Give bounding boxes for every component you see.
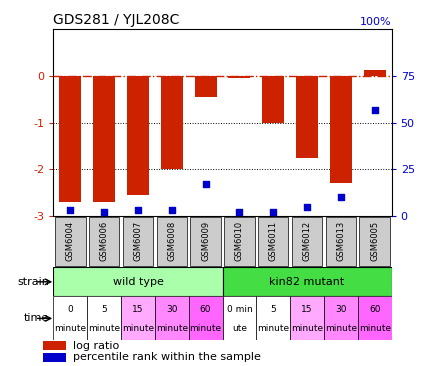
Bar (43, 341, 66, 351)
Text: minute: minute (291, 324, 323, 333)
Text: minute: minute (156, 324, 188, 333)
Text: GSM6013: GSM6013 (336, 220, 345, 261)
FancyBboxPatch shape (157, 217, 187, 266)
FancyBboxPatch shape (89, 217, 119, 266)
Text: GSM6005: GSM6005 (370, 220, 379, 261)
FancyBboxPatch shape (290, 296, 324, 340)
Bar (59, 76, 81, 202)
Point (270, 209, 277, 215)
Text: GSM6008: GSM6008 (167, 220, 176, 261)
Point (67, 208, 74, 213)
Text: percentile rank within the sample: percentile rank within the sample (73, 352, 261, 362)
Bar (161, 76, 183, 169)
Text: GSM6009: GSM6009 (201, 220, 210, 261)
Text: GSM6012: GSM6012 (303, 220, 312, 261)
FancyBboxPatch shape (222, 296, 256, 340)
FancyBboxPatch shape (189, 296, 222, 340)
Text: minute: minute (54, 324, 86, 333)
Text: GSM6006: GSM6006 (100, 220, 109, 261)
Text: minute: minute (122, 324, 154, 333)
Text: minute: minute (359, 324, 391, 333)
FancyBboxPatch shape (155, 296, 189, 340)
Bar (296, 76, 318, 158)
Point (134, 208, 142, 213)
FancyBboxPatch shape (224, 217, 255, 266)
Point (168, 208, 175, 213)
FancyBboxPatch shape (53, 296, 87, 340)
FancyBboxPatch shape (324, 296, 358, 340)
FancyBboxPatch shape (53, 267, 222, 296)
Text: 100%: 100% (360, 18, 392, 27)
Text: ute: ute (232, 324, 247, 333)
Bar (194, 76, 217, 97)
FancyBboxPatch shape (55, 217, 85, 266)
FancyBboxPatch shape (87, 296, 121, 340)
Text: 30: 30 (335, 305, 347, 314)
Text: GDS281 / YJL208C: GDS281 / YJL208C (53, 13, 180, 27)
Text: 15: 15 (301, 305, 313, 314)
Point (101, 209, 108, 215)
FancyBboxPatch shape (358, 296, 392, 340)
Text: minute: minute (325, 324, 357, 333)
Text: minute: minute (257, 324, 289, 333)
Text: 5: 5 (271, 305, 276, 314)
Text: GSM6004: GSM6004 (66, 220, 75, 261)
Text: 60: 60 (200, 305, 211, 314)
Text: kin82 mutant: kin82 mutant (269, 277, 345, 287)
Text: 0: 0 (68, 305, 73, 314)
Point (371, 107, 378, 112)
Text: minute: minute (190, 324, 222, 333)
Bar (127, 76, 149, 195)
Text: log ratio: log ratio (73, 341, 120, 351)
Text: 5: 5 (101, 305, 107, 314)
Bar (228, 76, 251, 78)
Bar (93, 76, 115, 202)
Text: time: time (24, 313, 49, 324)
Bar (330, 76, 352, 183)
Text: 30: 30 (166, 305, 178, 314)
Bar (364, 70, 386, 76)
Point (337, 194, 344, 200)
Text: 0 min: 0 min (227, 305, 252, 314)
FancyBboxPatch shape (190, 217, 221, 266)
Text: GSM6010: GSM6010 (235, 220, 244, 261)
FancyBboxPatch shape (292, 217, 322, 266)
FancyBboxPatch shape (222, 267, 392, 296)
Text: strain: strain (17, 277, 49, 287)
Text: minute: minute (88, 324, 120, 333)
FancyBboxPatch shape (360, 217, 390, 266)
FancyBboxPatch shape (326, 217, 356, 266)
FancyBboxPatch shape (258, 217, 288, 266)
Point (236, 209, 243, 215)
Point (202, 181, 209, 187)
Point (303, 203, 311, 209)
Bar (43, 353, 66, 362)
FancyBboxPatch shape (123, 217, 153, 266)
Text: wild type: wild type (113, 277, 163, 287)
Text: GSM6011: GSM6011 (269, 220, 278, 261)
Bar (262, 76, 284, 123)
Text: 15: 15 (132, 305, 144, 314)
Text: GSM6007: GSM6007 (134, 220, 142, 261)
FancyBboxPatch shape (121, 296, 155, 340)
Text: 60: 60 (369, 305, 380, 314)
FancyBboxPatch shape (256, 296, 290, 340)
